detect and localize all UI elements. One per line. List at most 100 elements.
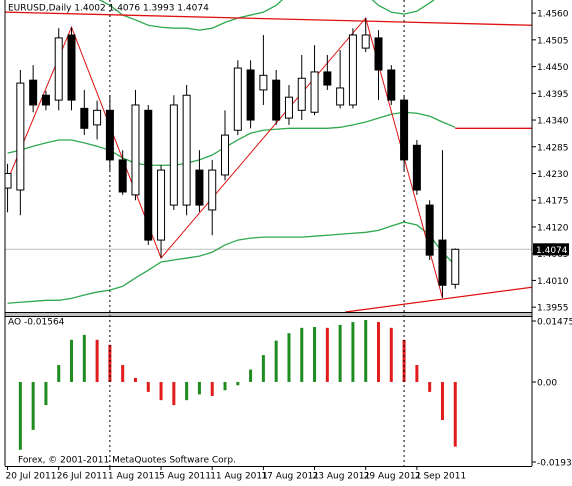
x-tick-label: 11 Aug 2011 (210, 472, 268, 482)
ao-bar (197, 381, 201, 395)
ao-bar (428, 381, 432, 392)
y-tick-label: 1.3955 (537, 304, 569, 314)
x-tick-label: 23 Aug 2011 (313, 472, 371, 482)
candle-body (144, 109, 153, 241)
candle-body (16, 82, 25, 191)
ao-bar (44, 381, 48, 406)
ao-bar (121, 365, 125, 382)
ao-bar (133, 377, 137, 382)
ao-bar (210, 381, 214, 397)
candle-body (387, 69, 396, 101)
candle-body (41, 94, 50, 106)
candle-body (208, 169, 217, 211)
y-tick-label: 1.4285 (537, 143, 569, 153)
ao-bar (95, 339, 99, 382)
y-tick-label: 0.01475 (537, 318, 572, 328)
candle-body (246, 69, 255, 121)
candle-body (412, 144, 421, 191)
candle-body (438, 239, 447, 286)
ao-bar (146, 381, 150, 392)
y-tick-label: -0.01936 (537, 458, 572, 468)
x-tick-label: 29 Aug 2011 (364, 472, 422, 482)
ao-bar (389, 327, 393, 382)
ao-bar (300, 327, 304, 382)
candle-body (374, 37, 383, 71)
y-tick-label: 1.4230 (537, 170, 569, 180)
candle-body (182, 94, 191, 206)
band-upper (98, 0, 435, 31)
trendline (5, 11, 532, 26)
candle-body (29, 79, 38, 106)
chart-title: EURUSD,Daily 1.4002 1.4076 1.3993 1.4074 (8, 4, 209, 14)
candle-body (284, 96, 293, 119)
ao-bar (18, 381, 22, 450)
ao-bar (364, 319, 368, 382)
candle-body (297, 77, 306, 111)
candle-body (131, 104, 140, 196)
ao-bar (249, 369, 253, 382)
x-tick-label: 26 Jul 2011 (57, 472, 108, 482)
ao-bar (108, 344, 112, 382)
band-middle (7, 111, 456, 166)
candle-body (54, 37, 63, 101)
ao-bar (351, 322, 355, 382)
ao-bar (172, 381, 176, 406)
candle-body (233, 67, 242, 131)
y-tick-label: 1.4560 (537, 10, 569, 20)
price-pane (5, 0, 532, 312)
y-tick-label: 0.00 (537, 378, 557, 388)
band-lower (7, 221, 456, 304)
indicator-title: AO -0.01564 (8, 318, 65, 328)
candle-body (348, 34, 357, 106)
candle-body (451, 248, 460, 285)
trendline (345, 286, 532, 312)
candle-body (361, 34, 370, 49)
copyright: Forex, © 2001-2011 MetaQuotes Software C… (18, 456, 236, 466)
y-tick-label: 1.4120 (537, 223, 569, 233)
candle-body (80, 107, 89, 129)
y-tick-label: 1.4175 (537, 197, 569, 207)
x-tick-label: 1 Aug 2011 (108, 472, 160, 482)
ao-bar (313, 326, 317, 382)
ao-bar (82, 334, 86, 382)
candle-body (169, 104, 178, 206)
ao-bar (261, 355, 265, 382)
pane-separator (5, 313, 532, 316)
candle-body (425, 204, 434, 256)
candle-body (5, 172, 12, 189)
ao-bar (377, 322, 381, 382)
ao-bar (57, 365, 61, 382)
ao-bar (185, 381, 189, 401)
current-price-label: 1.4074 (536, 246, 568, 256)
candle-body (93, 109, 102, 126)
ao-bar (159, 381, 163, 401)
x-tick-label: 17 Aug 2011 (261, 472, 319, 482)
ao-bar (287, 333, 291, 382)
candle-body (157, 169, 166, 241)
ao-bar (325, 327, 329, 382)
y-tick-label: 1.4340 (537, 117, 569, 127)
ao-bar (223, 381, 227, 391)
candle-body (323, 71, 332, 86)
ao-bar (31, 381, 35, 430)
candle-body (118, 159, 127, 193)
x-tick-label: 5 Aug 2011 (159, 472, 211, 482)
candle-body (67, 34, 76, 101)
candle-body (221, 134, 230, 176)
y-tick-label: 1.4505 (537, 36, 569, 46)
candle-body (259, 74, 268, 91)
y-tick-label: 1.4010 (537, 277, 569, 287)
ao-bar (440, 381, 444, 420)
candle-body (195, 169, 204, 206)
ao-bar (415, 365, 419, 382)
ao-bar (70, 339, 74, 382)
ao-bar (274, 340, 278, 382)
x-tick-label: 20 Jul 2011 (6, 472, 57, 482)
candle-body (272, 79, 281, 121)
ao-bar (236, 381, 240, 386)
x-tick-label: 2 Sep 2011 (415, 472, 466, 482)
y-tick-label: 1.4395 (537, 90, 569, 100)
ao-bar (338, 324, 342, 382)
